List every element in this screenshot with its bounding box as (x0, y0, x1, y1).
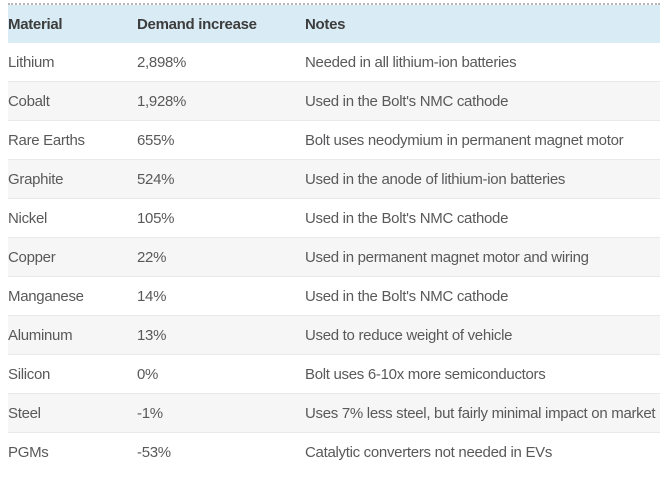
cell-notes: Uses 7% less steel, but fairly minimal i… (305, 393, 660, 433)
cell-material: Cobalt (8, 81, 137, 121)
header-row: Material Demand increase Notes (8, 5, 660, 43)
cell-material: PGMs (8, 432, 137, 471)
column-header-demand-increase: Demand increase (137, 5, 305, 43)
column-header-notes: Notes (305, 5, 660, 43)
cell-notes: Used in the Bolt's NMC cathode (305, 276, 660, 316)
cell-demand-increase: 105% (137, 198, 305, 238)
cell-material: Lithium (8, 53, 55, 71)
table-row: Cobalt 1,928% Used in the Bolt's NMC catho… (8, 81, 660, 121)
cell-notes: Used in the Bolt's NMC cathode (305, 81, 660, 121)
table-row: PGMs -53% Catalytic converters not needed … (8, 432, 660, 471)
cell-notes: Used in the anode of lithium-ion batteri… (305, 159, 660, 199)
table-body: Lithium 2,898% Needed in all lithium-ion b… (8, 43, 660, 471)
cell-demand-increase: 14% (137, 276, 305, 316)
cell-notes: Catalytic converters not needed in EVs (305, 432, 660, 471)
cell-notes: Bolt uses 6-10x more semiconductors (305, 354, 660, 394)
cell-notes: Used in the Bolt's NMC cathode (305, 198, 660, 238)
cell-demand-increase: -53% (137, 432, 305, 471)
materials-demand-table: Material Demand increase Notes Lithium 2,… (8, 5, 660, 471)
cell-material: Silicon (8, 354, 137, 394)
cell-notes: Needed in all lithium-ion batteries (305, 53, 517, 71)
table-row: Nickel 105% Used in the Bolt's NMC cathode (8, 198, 660, 238)
table-row: Aluminum 13% Used to reduce weight of vehi… (8, 315, 660, 355)
table-row: Graphite 524% Used in the anode of lithium… (8, 159, 660, 199)
cell-notes: Bolt uses neodymium in permanent magnet … (305, 120, 660, 160)
cell-notes: Used in permanent magnet motor and wirin… (305, 237, 660, 277)
cell-demand-increase: 0% (137, 354, 305, 394)
materials-demand-table-container: Material Demand increase Notes Lithium 2,… (8, 3, 660, 471)
table-row: Lithium 2,898% Needed in all lithium-ion b… (8, 43, 660, 82)
cell-material: Manganese (8, 276, 137, 316)
cell-demand-increase: 22% (137, 237, 305, 277)
table-row: Manganese 14% Used in the Bolt's NMC catho… (8, 276, 660, 316)
column-header-material: Material (8, 5, 137, 43)
cell-material: Copper (8, 237, 137, 277)
cell-demand-increase: -1% (137, 393, 305, 433)
cell-material: Graphite (8, 159, 137, 199)
table-row: Silicon 0% Bolt uses 6-10x more semiconduc… (8, 354, 660, 394)
table-header: Material Demand increase Notes (8, 5, 660, 43)
cell-material: Rare Earths (8, 120, 137, 160)
cell-notes: Used to reduce weight of vehicle (305, 315, 660, 355)
cell-demand-increase: 655% (137, 120, 305, 160)
cell-demand-increase: 1,928% (137, 81, 305, 121)
table-row: Rare Earths 655% Bolt uses neodymium in pe… (8, 120, 660, 160)
table-row: Steel -1% Uses 7% less steel, but fairly m… (8, 393, 660, 433)
cell-demand-increase: 524% (137, 159, 305, 199)
cell-material: Aluminum (8, 315, 137, 355)
table-row: Copper 22% Used in permanent magnet motor … (8, 237, 660, 277)
cell-demand-increase: 13% (137, 315, 305, 355)
cell-demand-increase: 2,898% (137, 53, 187, 71)
cell-material: Nickel (8, 198, 137, 238)
cell-material: Steel (8, 393, 137, 433)
